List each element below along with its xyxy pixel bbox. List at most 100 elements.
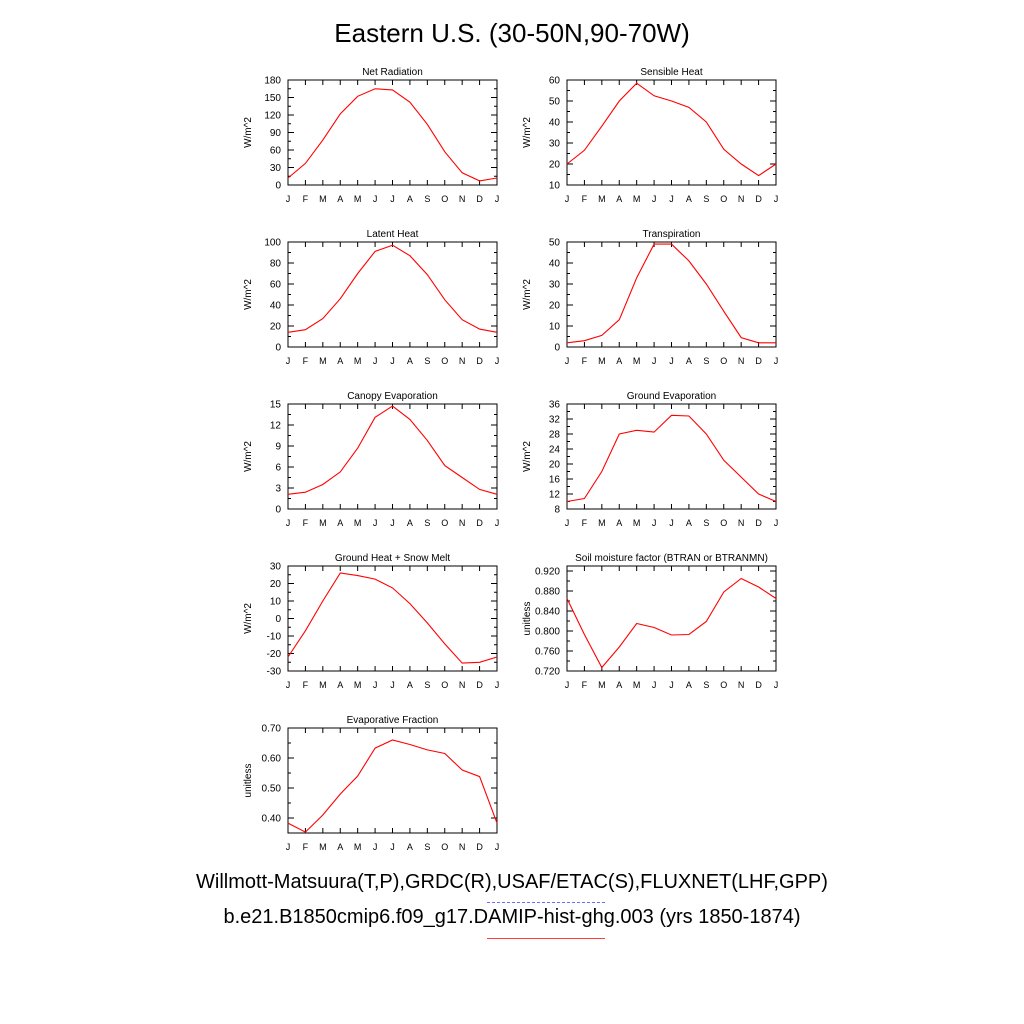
x-tick-label: M — [598, 194, 606, 204]
y-tick-label: 8 — [554, 505, 560, 516]
x-tick-label: N — [738, 518, 745, 528]
y-tick-label: 20 — [549, 460, 561, 471]
y-tick-label: 30 — [549, 139, 561, 150]
y-tick-label: 30 — [270, 562, 282, 573]
x-tick-label: A — [616, 518, 622, 528]
y-tick-label: 6 — [275, 463, 281, 474]
y-tick-label: 40 — [270, 301, 282, 312]
x-tick-label: J — [565, 356, 570, 366]
x-tick-label: J — [652, 518, 657, 528]
x-tick-label: J — [286, 356, 291, 366]
plot-frame — [566, 241, 777, 348]
panel-title: Latent Heat — [367, 229, 419, 240]
x-tick-label: J — [565, 194, 570, 204]
x-tick-label: M — [354, 518, 362, 528]
x-tick-label: J — [495, 518, 500, 528]
panel-title: Sensible Heat — [640, 67, 702, 78]
series-line — [566, 82, 777, 177]
x-tick-label: J — [495, 194, 500, 204]
y-axis-label: unitless — [522, 602, 533, 636]
x-tick-label: A — [407, 518, 413, 528]
panel-title: Net Radiation — [362, 67, 423, 78]
x-tick-label: J — [373, 518, 378, 528]
y-tick-label: 0.50 — [262, 784, 282, 795]
y-tick-label: 0.720 — [535, 667, 560, 678]
y-tick-label: 20 — [270, 322, 282, 333]
series-line — [287, 244, 498, 333]
x-tick-label: M — [633, 356, 641, 366]
x-tick-label: O — [441, 680, 448, 690]
y-tick-label: 36 — [549, 400, 561, 411]
y-tick-label: 24 — [549, 445, 561, 456]
x-tick-label: J — [390, 842, 395, 852]
y-tick-label: -10 — [267, 632, 282, 643]
y-axis-label: unitless — [243, 764, 254, 798]
x-tick-label: N — [738, 194, 745, 204]
panel-title: Transpiration — [643, 229, 701, 240]
x-tick-label: M — [598, 518, 606, 528]
y-tick-label: 0.40 — [262, 814, 282, 825]
x-tick-label: M — [633, 680, 641, 690]
plot-frame — [566, 403, 777, 510]
x-tick-label: S — [424, 680, 430, 690]
y-axis-label: W/m^2 — [243, 603, 254, 634]
model-legend-line — [487, 938, 605, 939]
observations-legend-line — [487, 902, 605, 903]
y-tick-label: 15 — [270, 400, 282, 411]
y-tick-label: 0 — [554, 343, 560, 354]
x-tick-label: J — [774, 680, 779, 690]
x-tick-label: D — [755, 518, 762, 528]
x-tick-label: J — [390, 194, 395, 204]
series-line — [566, 577, 777, 669]
plot-frame — [566, 565, 777, 672]
x-tick-label: M — [354, 680, 362, 690]
page-title: Eastern U.S. (30-50N,90-70W) — [334, 18, 690, 48]
y-tick-label: 16 — [549, 475, 561, 486]
x-tick-label: S — [424, 842, 430, 852]
x-tick-label: J — [373, 194, 378, 204]
y-tick-label: 10 — [270, 597, 282, 608]
x-tick-label: J — [652, 680, 657, 690]
x-tick-label: M — [319, 842, 327, 852]
series-line — [287, 405, 498, 495]
x-tick-label: F — [582, 680, 588, 690]
x-tick-label: A — [337, 194, 343, 204]
observations-credit: Willmott-Matsuura(T,P),GRDC(R),USAF/ETAC… — [196, 871, 828, 893]
panel-title: Canopy Evaporation — [347, 391, 438, 402]
x-tick-label: N — [459, 680, 466, 690]
y-tick-label: 0 — [275, 614, 281, 625]
y-axis-label: W/m^2 — [522, 117, 533, 148]
x-tick-label: D — [755, 194, 762, 204]
series-line — [566, 243, 776, 344]
x-tick-label: A — [337, 680, 343, 690]
x-tick-label: F — [582, 194, 588, 204]
x-tick-label: S — [424, 194, 430, 204]
y-tick-label: 0.70 — [262, 724, 282, 735]
x-tick-label: S — [424, 518, 430, 528]
x-tick-label: J — [669, 194, 674, 204]
plot-frame — [287, 241, 498, 348]
y-axis-label: W/m^2 — [243, 117, 254, 148]
x-tick-label: J — [286, 194, 291, 204]
x-tick-label: S — [703, 518, 709, 528]
x-tick-label: M — [319, 194, 327, 204]
x-tick-label: S — [703, 194, 709, 204]
y-tick-label: 0 — [275, 505, 281, 516]
x-tick-label: A — [407, 194, 413, 204]
y-axis-label: W/m^2 — [522, 279, 533, 310]
x-tick-label: D — [476, 680, 483, 690]
y-tick-label: 0 — [275, 181, 281, 192]
y-tick-label: 20 — [270, 579, 282, 590]
y-tick-label: 30 — [270, 163, 282, 174]
x-tick-label: M — [319, 518, 327, 528]
y-tick-label: 60 — [270, 280, 282, 291]
y-tick-label: 32 — [549, 415, 561, 426]
x-tick-label: J — [774, 194, 779, 204]
plot-frame — [287, 727, 498, 834]
y-tick-label: 100 — [264, 238, 281, 249]
chart-panel: Soil moisture factor (BTRAN or BTRANMN) u… — [522, 553, 778, 690]
x-tick-label: F — [303, 356, 309, 366]
x-tick-label: A — [616, 356, 622, 366]
